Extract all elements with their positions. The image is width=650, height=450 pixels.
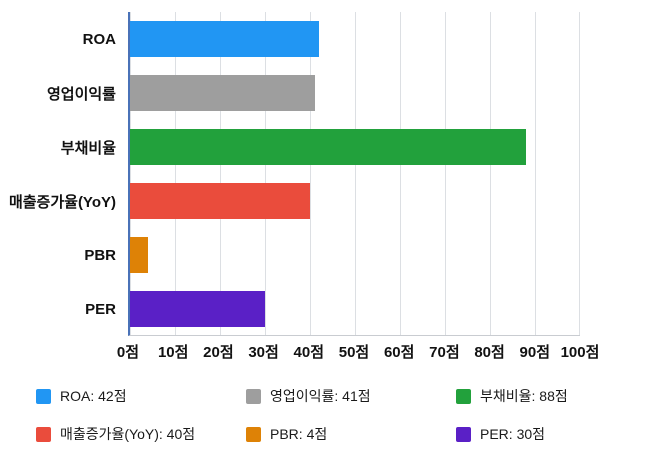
bar-5: [130, 291, 265, 327]
legend-label: PER: 30점: [480, 426, 546, 442]
legend-item: ROA: 42점: [36, 386, 246, 406]
bar-row: [130, 174, 580, 228]
x-tick: 60점: [383, 344, 415, 361]
x-axis-ticks: 0점 10점 20점 30점 40점 50점 60점 70점 80점 90점 100점: [117, 336, 599, 362]
x-tick: 90점: [519, 344, 551, 361]
bar-row: [130, 12, 580, 66]
category-label: 영업이익률: [46, 85, 116, 103]
legend-label: 영업이익률: 41점: [270, 388, 371, 404]
legend-label: 매출증가율(YoY): 40점: [60, 426, 196, 442]
x-tick: 80점: [474, 344, 505, 361]
legend-item: PBR: 4점: [246, 424, 456, 444]
legend-swatch-icon: [36, 388, 51, 404]
category-label: 매출증가율(YoY): [8, 193, 116, 211]
legend-label: PBR: 4점: [270, 426, 328, 442]
x-tick: 10점: [157, 344, 189, 361]
bar-row: [130, 120, 580, 174]
bar-3: [130, 183, 310, 219]
category-label: PER: [85, 300, 116, 318]
bar-2: [130, 129, 526, 165]
bar-row: [130, 228, 580, 282]
legend-label: ROA: 42점: [60, 388, 127, 404]
x-tick: 50점: [338, 344, 370, 361]
x-tick: 30점: [248, 344, 279, 361]
legend-item: 매출증가율(YoY): 40점: [36, 424, 246, 444]
plot-area: [128, 12, 580, 336]
bar-4: [130, 237, 148, 273]
legend-swatch-icon: [246, 388, 261, 404]
legend-swatch-icon: [456, 426, 471, 442]
bar-row: [130, 66, 580, 120]
legend-swatch-icon: [456, 388, 471, 404]
category-label: ROA: [82, 30, 116, 48]
legend-label: 부채비율: 88점: [480, 388, 568, 404]
x-tick: 20점: [203, 344, 234, 361]
bar-row: [130, 282, 580, 336]
x-tick: 40점: [293, 344, 325, 361]
legend-swatch-icon: [36, 426, 51, 442]
category-label: PBR: [84, 246, 116, 264]
bar-1: [130, 75, 315, 111]
x-tick: 0점: [116, 344, 140, 361]
bar-0: [130, 21, 319, 57]
x-tick: 100점: [560, 344, 600, 361]
legend-item: PER: 30점: [456, 424, 646, 444]
legend-swatch-icon: [246, 426, 261, 442]
x-tick: 70점: [429, 344, 460, 361]
legend-item: 부채비율: 88점: [456, 386, 646, 406]
legend-item: 영업이익률: 41점: [246, 386, 456, 406]
category-label: 부채비율: [60, 139, 116, 157]
